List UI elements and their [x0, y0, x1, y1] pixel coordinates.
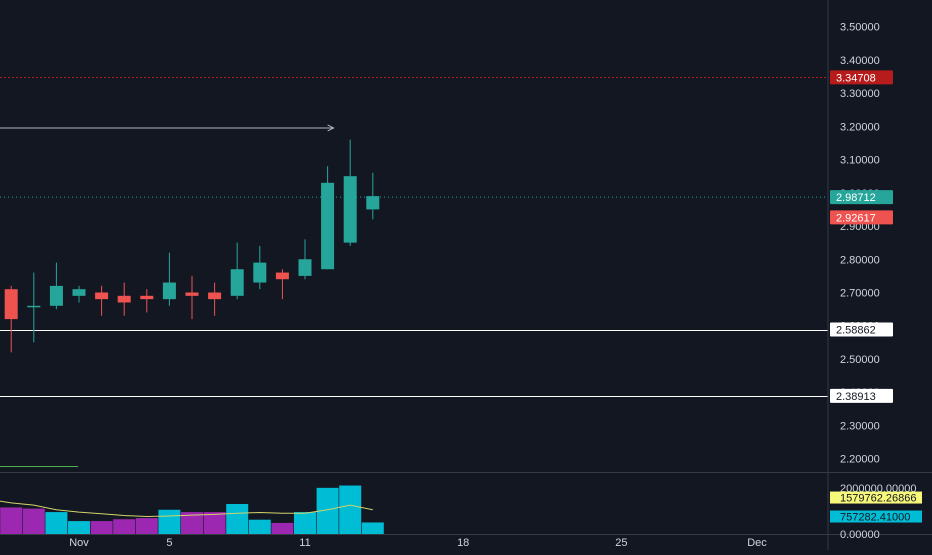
volume-bar-8: [158, 509, 181, 534]
line-badge-1-bg: [830, 322, 893, 337]
volume-badge-bg-2: [830, 510, 922, 523]
candle-body-8: [162, 282, 176, 300]
volume-bar-6: [113, 519, 136, 534]
price-badge-0-bg: [830, 190, 893, 205]
line-badge-2-label: 2.38913: [836, 391, 876, 403]
line-badge-0-bg: [830, 70, 893, 85]
volume-bar-2: [22, 508, 45, 534]
candle-body-11: [230, 269, 244, 296]
candle-body-2: [27, 305, 41, 308]
volume-bar-1: [0, 507, 23, 534]
volume-bar-12: [248, 519, 271, 534]
volume-bar-7: [135, 518, 158, 534]
price-tick-label: 2.70000: [840, 288, 880, 300]
time-tick-label: Nov: [69, 537, 89, 549]
volume-ma-line: [0, 500, 373, 517]
price-tick-label: 2.20000: [840, 454, 880, 466]
price-tick-label: 3.10000: [840, 155, 880, 167]
volume-bar-17: [361, 522, 384, 534]
line-badge-0-label: 3.34708: [836, 72, 876, 84]
price-tick-label: 3.20000: [840, 121, 880, 133]
volume-axis-label-3: 0.00000: [840, 529, 880, 541]
arrow-head: [327, 124, 335, 132]
time-tick-label: 11: [299, 537, 310, 549]
price-tick-label: 2.30000: [840, 420, 880, 432]
volume-axis-label-1: 1579762.26866: [840, 493, 916, 505]
candle-body-5: [95, 292, 109, 300]
volume-bar-13: [271, 522, 294, 534]
candle-body-4: [72, 289, 86, 296]
volume-bar-15: [316, 487, 339, 534]
candle-body-16: [343, 176, 357, 243]
time-tick-label: Dec: [747, 537, 767, 549]
line-badge-1-label: 2.58862: [836, 325, 876, 337]
line-badge-2-bg: [830, 388, 893, 403]
candle-body-3: [49, 285, 63, 306]
price-tick-label: 3.40000: [840, 55, 880, 67]
candle-body-10: [208, 292, 222, 300]
volume-bar-3: [45, 512, 68, 534]
candle-body-15: [321, 182, 335, 270]
price-tick-label: 2.80000: [840, 254, 880, 266]
volume-bar-11: [226, 504, 249, 534]
volume-bar-14: [294, 512, 316, 534]
candle-body-13: [275, 272, 289, 280]
candle-body-7: [140, 295, 154, 300]
price-badge-1-bg: [830, 210, 893, 225]
volume-badge-bg-1: [830, 491, 922, 504]
volume-bar-4: [68, 521, 90, 534]
price-tick-label: 3.30000: [840, 88, 880, 100]
volume-bar-9: [181, 512, 203, 534]
time-tick-label: 18: [457, 537, 469, 549]
price-badge-1-label: 2.92617: [836, 212, 876, 224]
candle-body-12: [253, 262, 267, 283]
volume-bar-5: [90, 521, 113, 534]
volume-bar-16: [339, 485, 362, 534]
price-tick-label: 2.50000: [840, 354, 880, 366]
time-tick-label: 25: [615, 537, 627, 549]
candle-body-9: [185, 292, 199, 296]
price-badge-0-label: 2.98712: [836, 192, 876, 204]
candle-body-14: [298, 259, 312, 276]
price-tick-label: 3.50000: [840, 22, 880, 34]
candle-body-17: [366, 196, 380, 210]
volume-axis-label-2: 757282.41000: [840, 512, 910, 524]
candle-body-6: [117, 295, 131, 303]
candle-body-1: [4, 289, 18, 320]
volume-bar-10: [203, 512, 226, 534]
time-tick-label: 5: [166, 537, 172, 549]
